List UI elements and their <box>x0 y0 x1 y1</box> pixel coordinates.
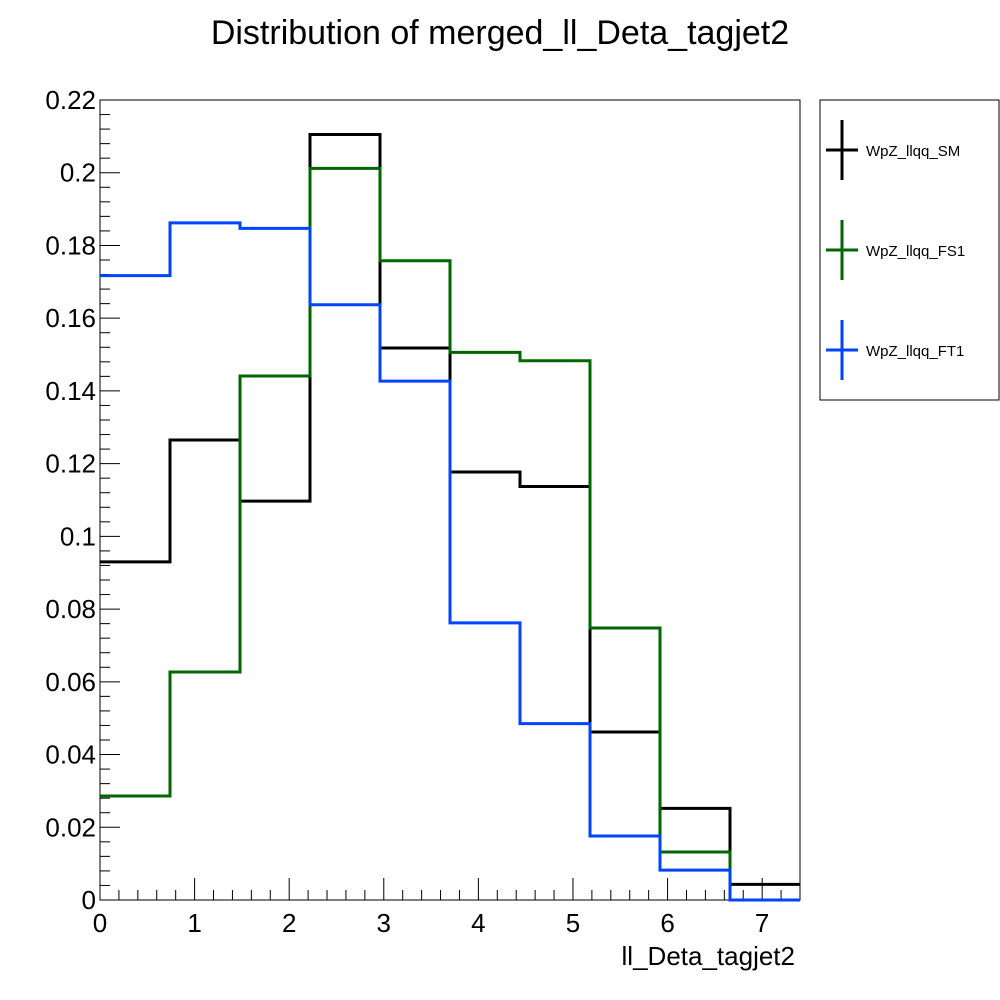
series-line <box>100 221 800 902</box>
legend-item: WpZ_llqq_FS1 <box>826 220 965 280</box>
y-tick-label: 0.04 <box>45 740 96 770</box>
y-tick-label: 0.2 <box>60 158 96 188</box>
y-tick-label: 0.1 <box>60 521 96 551</box>
x-tick-label: 5 <box>566 908 580 938</box>
y-tick-label: 0.22 <box>45 85 96 115</box>
legend-item: WpZ_llqq_FT1 <box>826 320 964 380</box>
series-WpZ_llqq_FT1 <box>100 221 800 902</box>
series-layer <box>100 133 800 902</box>
legend: WpZ_llqq_SM WpZ_llqq_FS1 WpZ_llqq_FT1 <box>819 99 1000 401</box>
y-axis: 0 0.02 0.04 0.06 0.08 0.1 0.12 0.14 0.16 0.18 0.2 0… <box>45 85 120 915</box>
x-tick-label: 7 <box>755 908 769 938</box>
legend-item: WpZ_llqq_SM <box>826 120 960 180</box>
x-tick-label: 0 <box>93 908 107 938</box>
y-tick-label: 0.18 <box>45 230 96 260</box>
x-tick-label: 6 <box>660 908 674 938</box>
series-line <box>100 166 800 902</box>
chart-title: Distribution of merged_ll_Deta_tagjet2 <box>211 14 789 52</box>
plot-frame <box>99 99 801 901</box>
x-axis: 0 1 2 3 4 5 6 7 <box>93 878 801 938</box>
y-tick-label: 0 <box>82 885 96 915</box>
x-tick-label: 2 <box>282 908 296 938</box>
x-axis-label: ll_Deta_tagjet2 <box>622 941 795 971</box>
x-tick-label: 4 <box>471 908 485 938</box>
y-tick-label: 0.12 <box>45 449 96 479</box>
legend-label: WpZ_llqq_FT1 <box>866 343 964 360</box>
y-tick-label: 0.02 <box>45 812 96 842</box>
y-tick-label: 0.08 <box>45 594 96 624</box>
legend-label: WpZ_llqq_SM <box>866 143 960 160</box>
series-WpZ_llqq_FS1 <box>100 166 800 902</box>
x-tick-label: 3 <box>377 908 391 938</box>
x-tick-label: 1 <box>187 908 201 938</box>
legend-label: WpZ_llqq_FS1 <box>866 243 965 260</box>
y-tick-label: 0.06 <box>45 667 96 697</box>
y-tick-label: 0.16 <box>45 303 96 333</box>
y-tick-label: 0.14 <box>45 376 96 406</box>
